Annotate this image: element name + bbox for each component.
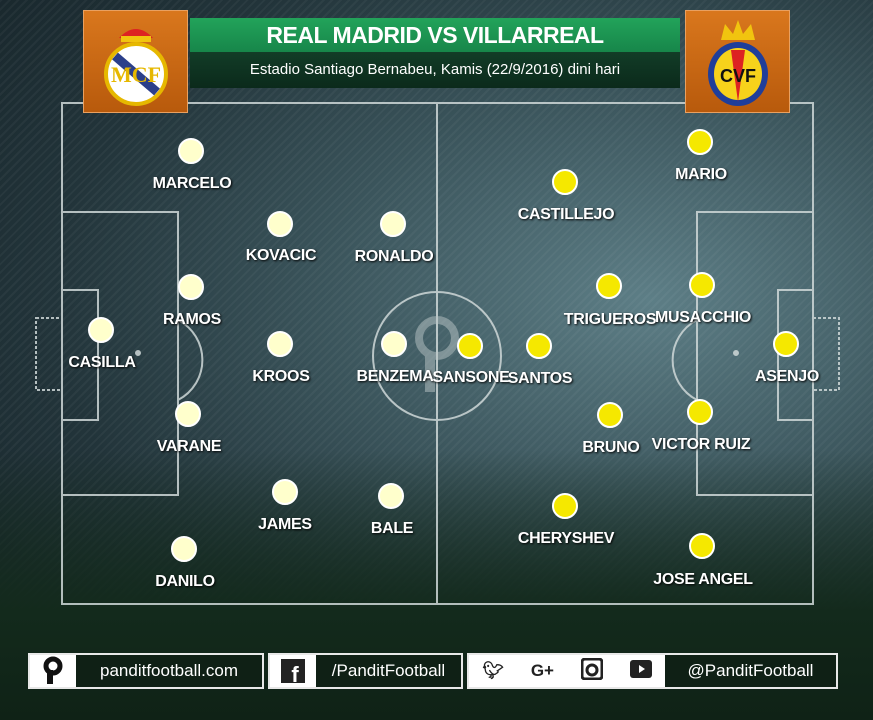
youtube-icon[interactable] [629, 659, 652, 683]
home-player-marker [178, 138, 204, 164]
real-madrid-logo: MCF [83, 10, 188, 113]
away-player-name: CASTILLEJO [517, 206, 615, 223]
facebook-icon: f [270, 655, 316, 687]
home-player-marker [178, 274, 204, 300]
website-link[interactable]: panditfootball.com [100, 661, 238, 680]
social-handle[interactable]: @PanditFootball [687, 661, 814, 680]
home-player-name: BALE [370, 520, 414, 537]
instagram-icon[interactable] [580, 657, 604, 685]
away-player-name: TRIGUEROS [563, 311, 657, 328]
away-player-marker [457, 333, 483, 359]
away-player-marker [596, 273, 622, 299]
away-player-name: JOSE ANGEL [653, 571, 753, 588]
home-player-name: RAMOS [162, 311, 222, 328]
home-player-marker [378, 483, 404, 509]
home-player-name: MARCELO [152, 175, 232, 192]
home-player-name: JAMES [258, 516, 312, 533]
away-player-name: SANTOS [507, 370, 573, 387]
match-subtitle: Estadio Santiago Bernabeu, Kamis (22/9/2… [190, 52, 680, 88]
home-player-name: KOVACIC [245, 247, 317, 264]
away-player-marker [687, 399, 713, 425]
away-player-name: SANSONE [432, 369, 510, 386]
svg-text:CVF: CVF [720, 66, 756, 86]
facebook-box[interactable]: f /PanditFootball [268, 653, 463, 689]
villarreal-logo: CVF [685, 10, 790, 113]
home-player-marker [380, 211, 406, 237]
away-player-marker [689, 533, 715, 559]
away-player-name: VICTOR RUIZ [651, 436, 751, 453]
away-player-name: ASENJO [755, 368, 819, 385]
facebook-link[interactable]: /PanditFootball [331, 661, 446, 680]
real-madrid-crest-icon: MCF [103, 28, 168, 106]
social-box[interactable]: 🐦︎ G+ @PanditFootball [467, 653, 838, 689]
website-box[interactable]: panditfootball.com [28, 653, 264, 689]
away-player-marker [773, 331, 799, 357]
home-player-marker [381, 331, 407, 357]
twitter-icon[interactable]: 🐦︎ [482, 661, 504, 680]
home-player-name: KROOS [252, 368, 310, 385]
away-player-marker [597, 402, 623, 428]
watermark-logo-icon [415, 316, 459, 392]
svg-text:f: f [291, 662, 299, 683]
away-player-name: MARIO [675, 166, 727, 183]
away-player-name: BRUNO [582, 439, 640, 456]
home-player-name: BENZEMA [356, 368, 434, 385]
pandit-logo-icon [30, 655, 76, 687]
svg-text:MCF: MCF [110, 62, 160, 87]
away-player-marker [526, 333, 552, 359]
home-player-marker [267, 211, 293, 237]
home-player-marker [88, 317, 114, 343]
away-player-marker [552, 493, 578, 519]
away-player-marker [687, 129, 713, 155]
match-title: REAL MADRID VS VILLARREAL [190, 18, 680, 52]
home-player-marker [175, 401, 201, 427]
home-player-name: DANILO [155, 573, 215, 590]
away-player-marker [552, 169, 578, 195]
away-player-name: MUSACCHIO [655, 309, 751, 326]
away-player-marker [689, 272, 715, 298]
google-plus-icon[interactable]: G+ [530, 661, 554, 680]
away-player-name: CHERYSHEV [517, 530, 615, 547]
home-player-marker [272, 479, 298, 505]
home-player-marker [267, 331, 293, 357]
home-player-name: VARANE [156, 438, 222, 455]
home-player-marker [171, 536, 197, 562]
villarreal-crest-icon: CVF [707, 19, 768, 106]
home-player-name: RONALDO [354, 248, 434, 265]
home-player-name: CASILLA [68, 354, 136, 371]
